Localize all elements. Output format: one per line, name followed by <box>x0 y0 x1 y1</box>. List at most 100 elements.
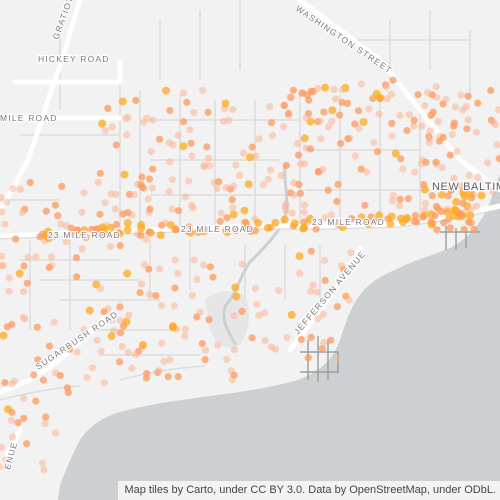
map-point <box>337 139 345 147</box>
map-point <box>97 347 105 355</box>
map-point <box>158 221 166 229</box>
map-point <box>426 135 434 143</box>
map-point <box>236 171 244 179</box>
map-point <box>251 284 259 292</box>
map-point <box>56 371 64 380</box>
map-point <box>124 209 132 217</box>
map-point <box>112 220 120 229</box>
map-point <box>414 91 422 99</box>
map-point <box>248 143 256 151</box>
map-point <box>312 225 320 233</box>
map-point <box>287 310 296 319</box>
map-point <box>204 154 212 162</box>
map-point <box>319 165 327 173</box>
map-point <box>290 191 298 199</box>
map-point <box>0 208 6 216</box>
map-point <box>474 99 482 107</box>
map-point <box>459 189 468 197</box>
map-point <box>38 459 47 467</box>
map-point <box>343 99 352 107</box>
map-point <box>194 228 203 236</box>
map-point <box>125 311 133 319</box>
map-point <box>2 456 10 464</box>
map-point <box>320 338 328 347</box>
map-point <box>438 163 446 172</box>
map-point <box>338 98 346 106</box>
map-point <box>275 286 283 295</box>
map-point <box>495 106 500 114</box>
map-point <box>200 228 208 236</box>
map-point <box>428 192 436 200</box>
map-point <box>432 83 440 91</box>
map-point <box>174 269 182 277</box>
map-point <box>209 273 217 281</box>
map-point <box>338 223 347 232</box>
map-point <box>446 151 454 159</box>
map-point <box>418 122 426 130</box>
map-attribution[interactable]: Map tiles by Carto, under CC BY 3.0. Dat… <box>118 481 500 500</box>
map-point <box>313 288 321 296</box>
map-point <box>23 440 31 448</box>
map-point <box>200 261 208 269</box>
map-point <box>431 212 439 220</box>
map-point <box>300 134 309 143</box>
map-point <box>277 172 285 180</box>
map-point <box>300 218 308 226</box>
map-point <box>145 228 153 236</box>
map-point <box>1 379 9 387</box>
map-point <box>355 124 363 133</box>
map-point <box>263 223 272 232</box>
map-point <box>364 219 373 228</box>
map-point <box>396 111 404 120</box>
map-point <box>359 118 368 126</box>
map-point <box>144 195 152 203</box>
map-point <box>166 221 175 230</box>
map-point <box>42 413 50 421</box>
map-point <box>317 135 325 143</box>
map-point <box>229 204 237 212</box>
map-point <box>39 230 47 238</box>
map-point <box>174 207 183 215</box>
map-point <box>424 89 432 97</box>
map-point <box>130 191 138 199</box>
map-point <box>264 175 272 183</box>
map-point <box>179 89 187 97</box>
map-point <box>419 213 427 221</box>
map-point <box>118 342 126 350</box>
map-point <box>32 253 40 261</box>
map-point <box>434 117 442 125</box>
map-point <box>302 114 310 122</box>
map-point <box>271 345 279 353</box>
map-point <box>136 289 144 297</box>
map-point <box>217 209 225 217</box>
map-point <box>333 355 341 363</box>
map-point <box>73 348 81 356</box>
map-point <box>223 355 231 364</box>
map-point <box>4 405 12 414</box>
map-point <box>149 116 157 124</box>
map-point <box>94 178 102 187</box>
map-point <box>122 114 130 122</box>
map-point <box>62 238 70 246</box>
map-point <box>21 315 29 323</box>
map-point <box>166 107 174 115</box>
map-point <box>142 374 150 382</box>
map-point <box>284 109 293 117</box>
map-point <box>450 119 458 127</box>
map-point <box>295 180 303 189</box>
map-point <box>266 166 275 174</box>
map-point <box>484 159 492 167</box>
map-point <box>444 192 452 200</box>
map-point <box>104 104 112 112</box>
map-point <box>324 123 332 131</box>
map-point <box>314 314 322 323</box>
map-point <box>351 152 359 160</box>
map-point <box>171 256 179 264</box>
map-point <box>387 90 396 98</box>
map-point <box>79 231 87 240</box>
map-point <box>115 229 123 237</box>
map-point <box>137 220 146 229</box>
map-point <box>193 275 201 284</box>
